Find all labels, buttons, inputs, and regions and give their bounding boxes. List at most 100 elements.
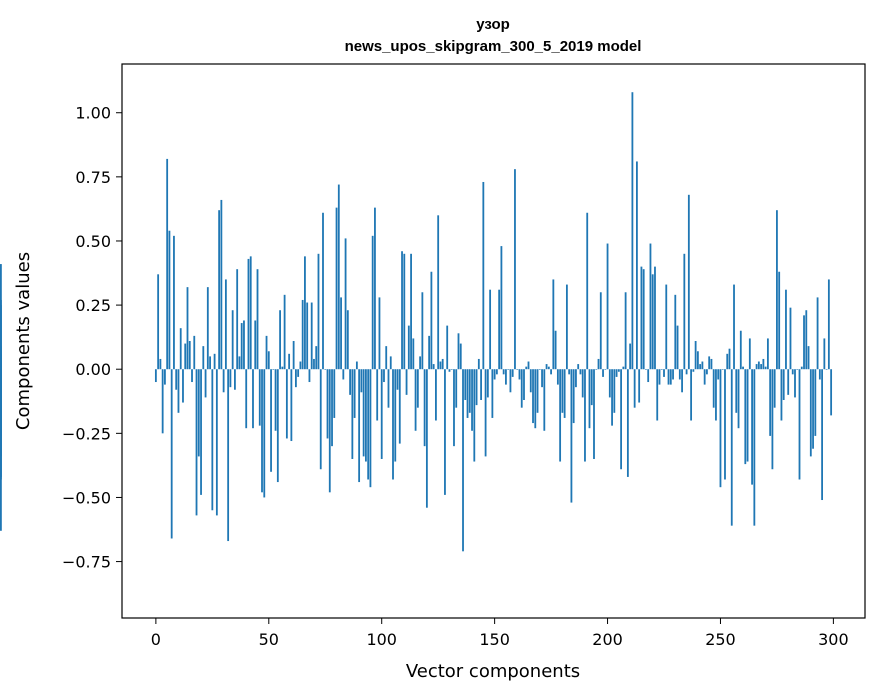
bar-5 <box>166 158 169 370</box>
bar-219 <box>649 243 652 370</box>
bar-267 <box>757 361 760 370</box>
bar-142 <box>475 369 478 406</box>
bar-52 <box>272 369 275 370</box>
bar-181 <box>563 369 566 418</box>
bar-126 <box>439 361 442 370</box>
bar-215 <box>640 266 643 370</box>
bar-183 <box>568 369 571 375</box>
bar-232 <box>678 369 681 380</box>
x-tick-label-150: 150 <box>479 630 510 649</box>
bar-188 <box>579 369 582 375</box>
bar-57 <box>283 294 286 370</box>
bar-241 <box>699 364 702 370</box>
bar-133 <box>455 369 458 408</box>
bar-136 <box>462 369 464 552</box>
bar-179 <box>559 369 562 462</box>
bar-279 <box>785 289 787 370</box>
bar-187 <box>577 364 580 370</box>
bar-75 <box>324 369 327 370</box>
bar-49 <box>265 335 268 370</box>
bar-229 <box>672 369 674 380</box>
bar-162 <box>520 369 523 408</box>
bar-281 <box>789 307 792 370</box>
bar-44 <box>254 320 257 370</box>
bar-271 <box>766 338 769 370</box>
bar-210 <box>629 343 632 370</box>
bar-159 <box>514 169 516 370</box>
bar-58 <box>285 369 288 439</box>
bar-164 <box>525 366 528 370</box>
bar-154 <box>502 369 505 375</box>
y-tick-label-3: 0.00 <box>75 360 111 379</box>
x-tick-label-0: 0 <box>151 630 161 649</box>
bar-8 <box>173 235 175 370</box>
bar-16 <box>191 369 193 383</box>
bar-97 <box>374 207 376 370</box>
bar-130 <box>448 369 451 372</box>
bar-235 <box>685 369 688 375</box>
bar-295 <box>821 369 823 501</box>
bar-127 <box>441 358 444 370</box>
bar-195 <box>595 369 598 370</box>
bar-223 <box>658 369 661 385</box>
bar-211 <box>631 92 634 370</box>
bar-87 <box>351 369 354 459</box>
y-tick-label-0: −0.75 <box>62 553 111 572</box>
bar-155 <box>505 369 507 385</box>
bar-14 <box>186 287 189 370</box>
bar-undefined <box>0 364 2 370</box>
bar-103 <box>387 369 390 408</box>
bar-36 <box>236 269 239 370</box>
y-tick-label-7: 1.00 <box>75 104 111 123</box>
bar-20 <box>200 369 202 495</box>
bar-166 <box>529 369 532 393</box>
bar-143 <box>477 358 480 370</box>
bar-39 <box>243 320 245 370</box>
bar-81 <box>337 184 340 370</box>
bar-227 <box>667 369 670 385</box>
bar-286 <box>800 366 803 370</box>
bar-218 <box>647 369 650 383</box>
bar-186 <box>575 369 577 388</box>
x-tick-label-200: 200 <box>592 630 623 649</box>
bar-19 <box>197 369 200 457</box>
bar-180 <box>561 369 564 413</box>
bar-272 <box>769 369 772 436</box>
bar-259 <box>739 330 742 370</box>
bar-173 <box>545 364 548 370</box>
bar-82 <box>340 297 342 370</box>
bar-124 <box>435 369 437 421</box>
bar-216 <box>642 269 645 370</box>
bar-168 <box>534 369 537 429</box>
bar-51 <box>270 369 272 472</box>
bar-84 <box>344 238 347 370</box>
bar-157 <box>509 369 512 393</box>
bar-200 <box>606 243 609 370</box>
bar-115 <box>414 369 417 431</box>
bar-147 <box>486 369 489 398</box>
bar-153 <box>500 246 503 370</box>
bar-48 <box>263 369 266 498</box>
bar-207 <box>622 366 625 370</box>
bar-209 <box>626 369 629 477</box>
bar-150 <box>493 369 496 380</box>
bar-184 <box>570 369 573 503</box>
bar-67 <box>306 302 309 370</box>
bar-276 <box>778 271 781 370</box>
bar-205 <box>617 369 620 372</box>
bar-233 <box>681 369 683 393</box>
bar-274 <box>773 369 776 408</box>
bar-299 <box>830 369 833 416</box>
bar-239 <box>694 341 697 370</box>
bar-291 <box>812 369 814 449</box>
bar-230 <box>674 294 677 370</box>
bar-256 <box>733 284 735 370</box>
bar-226 <box>665 284 668 370</box>
bar-74 <box>322 212 324 370</box>
bar-27 <box>215 369 218 516</box>
bar-231 <box>676 325 679 370</box>
bar-24 <box>209 356 211 370</box>
bar-114 <box>412 338 415 370</box>
bar-118 <box>421 292 424 370</box>
